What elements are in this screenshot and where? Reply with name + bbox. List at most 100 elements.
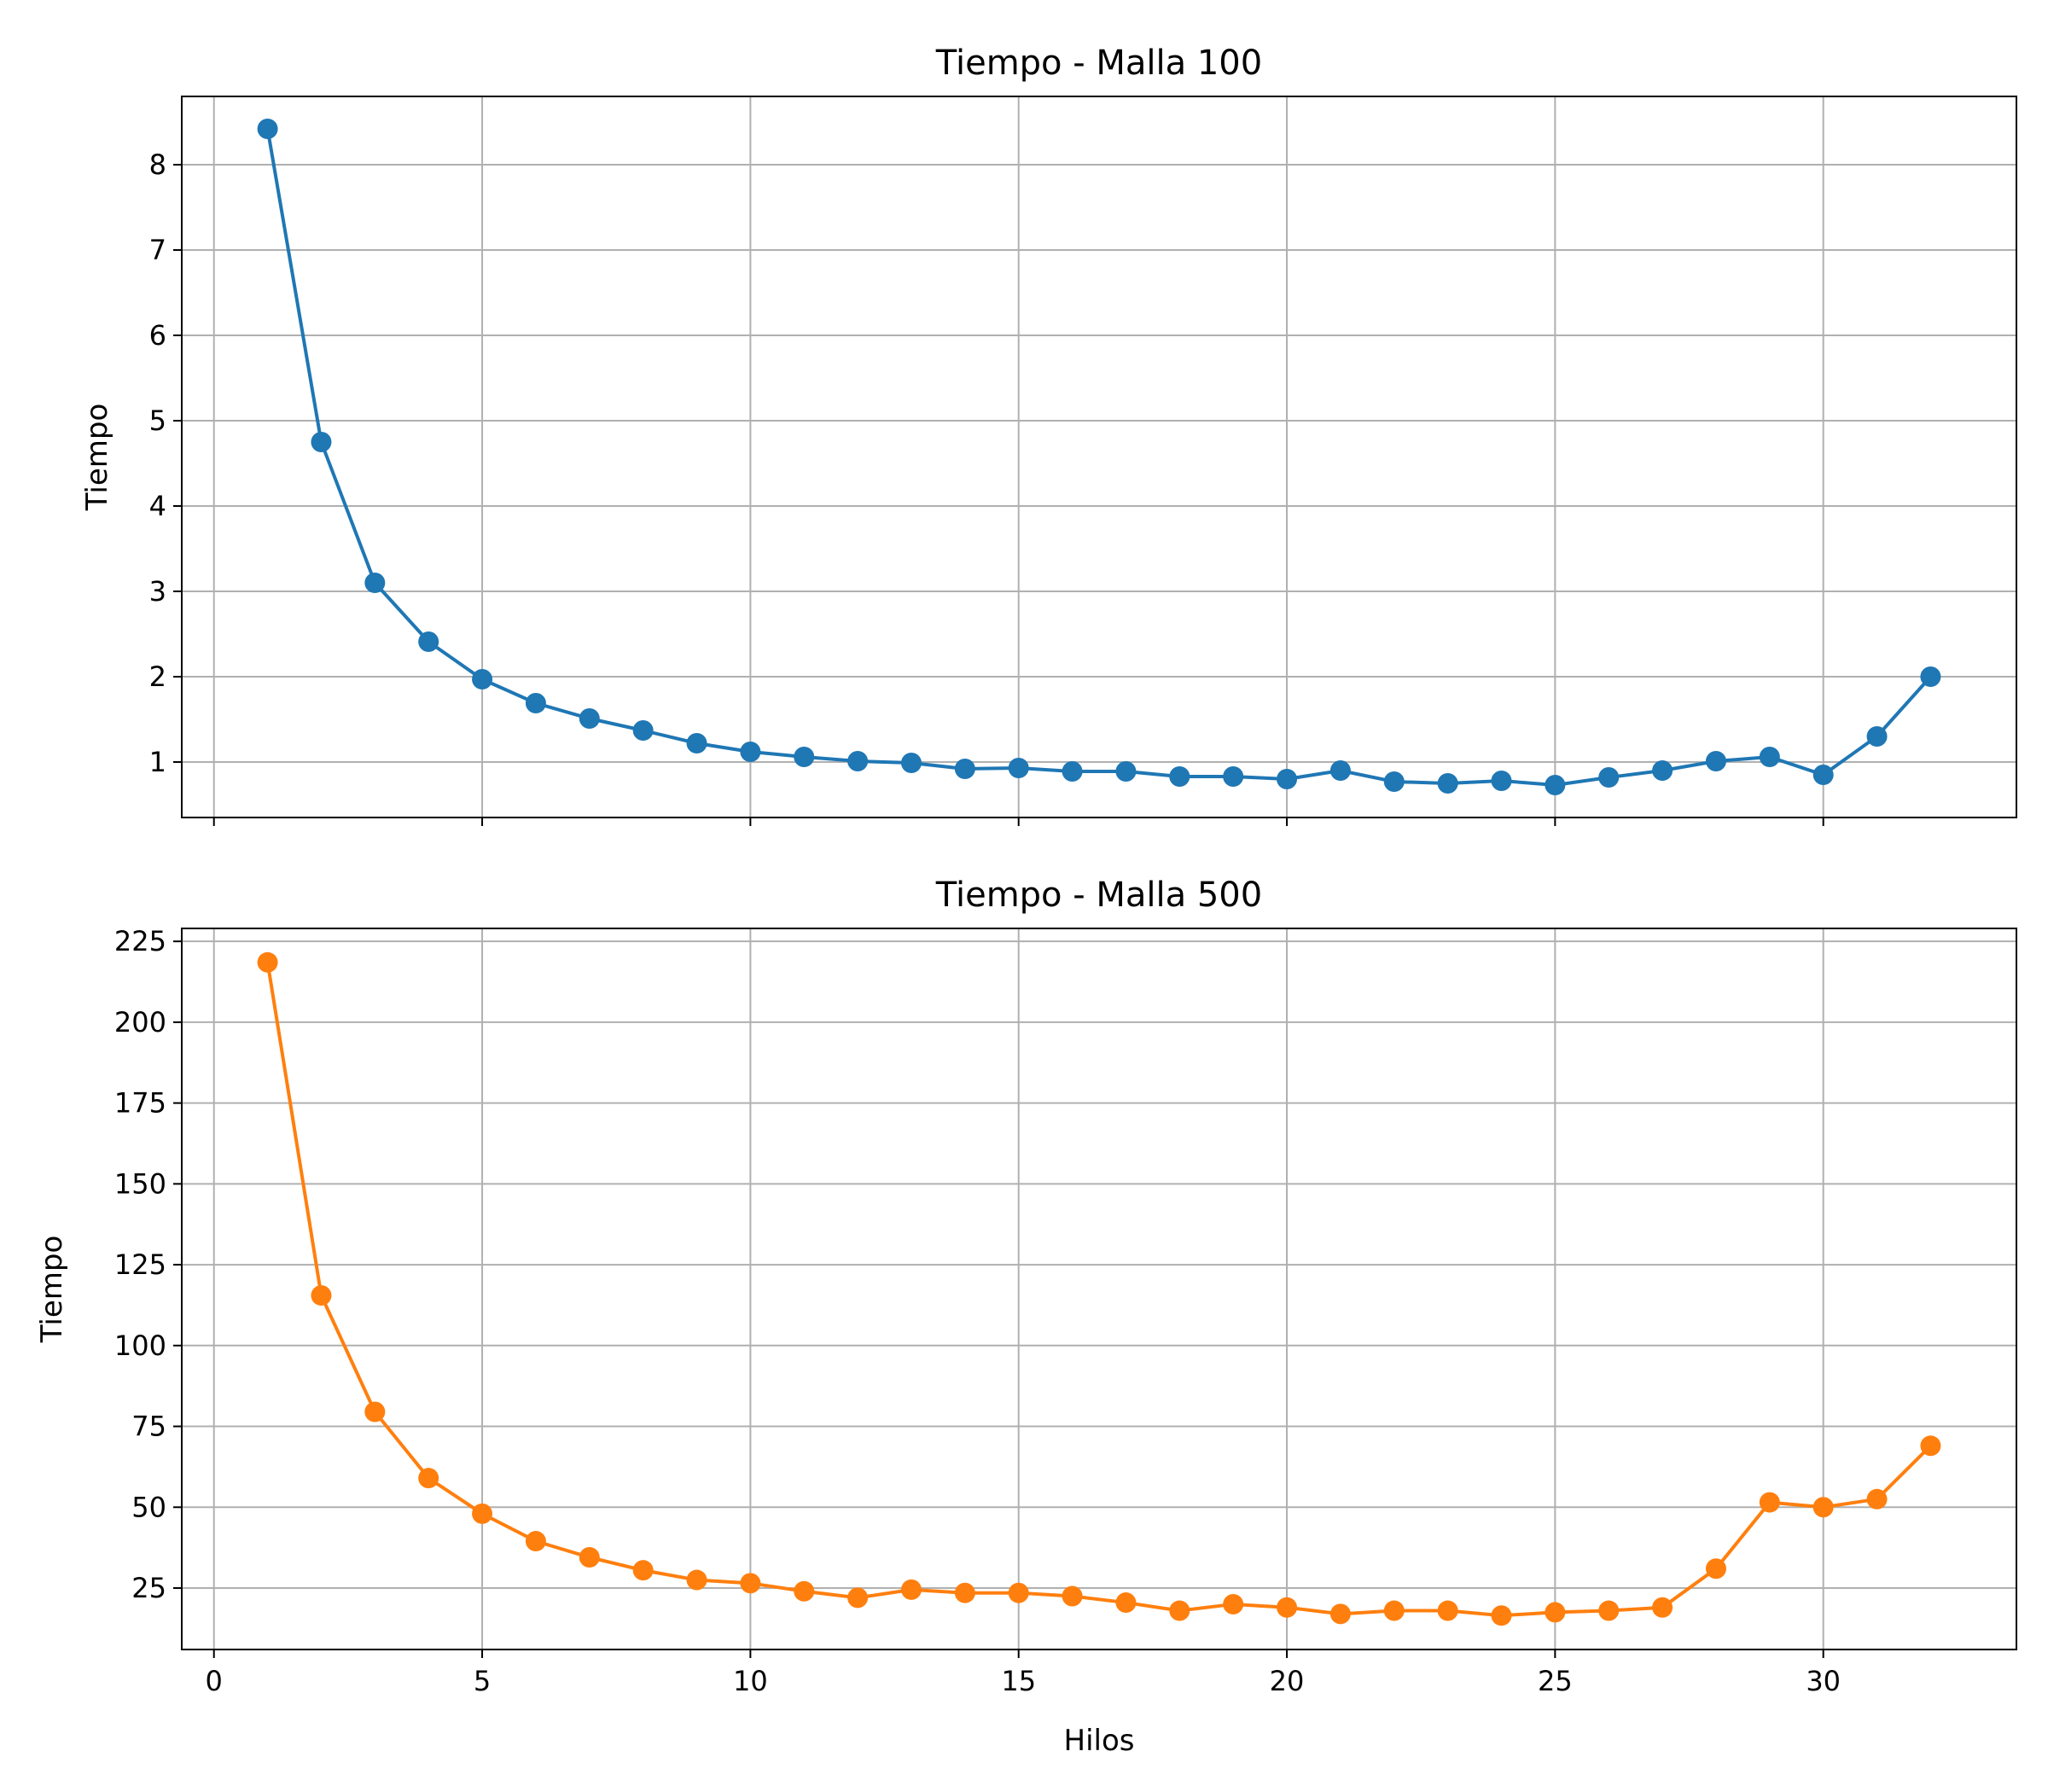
data-point [1759, 747, 1780, 767]
data-point [1491, 1605, 1512, 1626]
chart-title: Tiempo - Malla 500 [935, 876, 1262, 915]
data-point [1437, 773, 1458, 794]
data-point [900, 1579, 922, 1600]
data-point [257, 119, 278, 139]
data-point [579, 1547, 600, 1568]
data-point [1223, 766, 1244, 787]
data-point [794, 747, 815, 767]
data-point [311, 1285, 332, 1306]
y-tick-label: 150 [114, 1167, 166, 1200]
data-point [1329, 1603, 1351, 1625]
y-tick-label: 6 [149, 319, 166, 352]
data-point [525, 1531, 546, 1552]
data-point [1062, 1585, 1083, 1607]
data-point [418, 1468, 439, 1489]
y-tick-label: 175 [114, 1087, 166, 1120]
data-point [311, 432, 332, 452]
y-tick-label: 5 [149, 404, 166, 437]
data-point [1705, 751, 1726, 771]
data-point [1866, 726, 1888, 747]
data-point [579, 708, 600, 729]
data-point [1812, 765, 1834, 785]
data-point [1812, 1497, 1834, 1518]
data-point [1223, 1593, 1244, 1615]
plot-frame [181, 96, 2017, 818]
data-point [257, 951, 278, 973]
data-point [1008, 1582, 1029, 1603]
data-series [257, 119, 1941, 795]
data-point [472, 669, 493, 689]
x-tick-label: 30 [1806, 1665, 1841, 1697]
data-point [1545, 1602, 1566, 1623]
axis-ticks: 1 2 3 4 5 6 7 8 [149, 148, 1824, 826]
data-point [1383, 1600, 1405, 1621]
data-point [1866, 1488, 1888, 1510]
data-point [632, 720, 654, 741]
y-tick-label: 75 [131, 1411, 166, 1443]
chart-title: Tiempo - Malla 100 [935, 44, 1262, 83]
y-tick-label: 3 [149, 575, 166, 608]
data-point [364, 1401, 386, 1423]
data-point [1169, 766, 1190, 787]
axis-ticks: 0 5 10 15 20 25 30 25 50 75 100 125 150 175 200 225 [114, 925, 1841, 1697]
data-point [1705, 1558, 1726, 1580]
data-point [1169, 1600, 1190, 1621]
chart-panel-malla-100: Tiempo - Malla 100 Tiempo 1 2 3 4 5 6 7 8 [80, 44, 2017, 826]
data-point [740, 1573, 761, 1594]
data-point [364, 573, 386, 593]
grid-lines [182, 928, 2016, 1649]
y-tick-label: 100 [114, 1329, 166, 1362]
data-point [1598, 767, 1620, 788]
data-point [740, 742, 761, 762]
chart-panel-malla-500: Tiempo - Malla 500 Tiempo Hilos 0 5 10 15 20… [35, 876, 2017, 1758]
data-point [1062, 761, 1083, 782]
plot-frame [181, 928, 2017, 1650]
data-point [1115, 761, 1137, 782]
y-tick-label: 2 [149, 660, 166, 693]
y-tick-label: 200 [114, 1006, 166, 1039]
data-point [686, 733, 707, 753]
y-tick-label: 25 [131, 1572, 166, 1604]
data-point [847, 751, 869, 771]
data-point [1491, 771, 1512, 791]
y-axis-label: Tiempo [80, 404, 114, 512]
data-point [632, 1560, 654, 1581]
x-tick-label: 15 [1001, 1665, 1036, 1697]
data-point [1652, 1597, 1673, 1618]
data-point [900, 753, 922, 773]
y-tick-label: 225 [114, 925, 166, 957]
data-point [1329, 760, 1351, 781]
y-axis-label: Tiempo [35, 1236, 69, 1344]
data-point [1598, 1600, 1620, 1621]
y-tick-label: 8 [149, 148, 166, 181]
y-tick-label: 50 [131, 1491, 166, 1523]
x-tick-label: 10 [733, 1665, 768, 1697]
data-point [954, 1582, 975, 1603]
x-tick-label: 25 [1538, 1665, 1573, 1697]
data-point [686, 1569, 707, 1591]
data-point [1115, 1592, 1137, 1614]
x-tick-label: 20 [1270, 1665, 1305, 1697]
data-point [794, 1580, 815, 1602]
x-axis-label: Hilos [1064, 1724, 1135, 1758]
x-tick-label: 5 [474, 1665, 491, 1697]
data-point [1652, 760, 1673, 781]
data-point [472, 1503, 493, 1524]
data-point [1920, 1435, 1941, 1457]
data-point [1920, 666, 1941, 687]
data-point [1545, 775, 1566, 795]
y-tick-label: 1 [149, 746, 166, 778]
data-point [1277, 769, 1298, 789]
y-tick-label: 4 [149, 490, 166, 522]
data-point [418, 631, 439, 652]
y-tick-label: 7 [149, 234, 166, 266]
data-point [1383, 771, 1405, 792]
data-point [954, 759, 975, 779]
data-series [257, 951, 1941, 1626]
data-point [525, 693, 546, 713]
data-point [1008, 758, 1029, 778]
x-tick-label: 0 [206, 1665, 223, 1697]
data-point [847, 1587, 869, 1609]
